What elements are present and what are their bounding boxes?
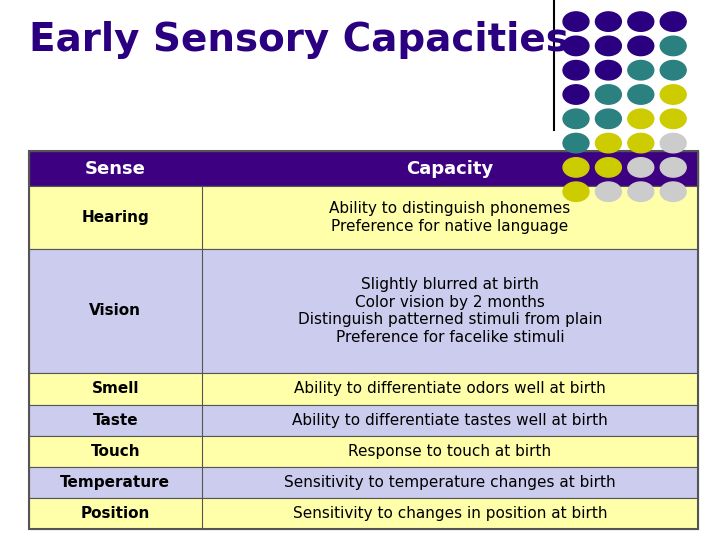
Circle shape — [660, 85, 686, 104]
Circle shape — [660, 60, 686, 80]
Circle shape — [628, 182, 654, 201]
FancyBboxPatch shape — [29, 467, 698, 498]
Circle shape — [628, 12, 654, 31]
Circle shape — [595, 133, 621, 153]
Circle shape — [660, 36, 686, 56]
Text: Early Sensory Capacities: Early Sensory Capacities — [29, 22, 569, 59]
FancyBboxPatch shape — [29, 248, 698, 373]
FancyBboxPatch shape — [29, 186, 698, 248]
Circle shape — [595, 182, 621, 201]
Circle shape — [660, 133, 686, 153]
Circle shape — [628, 60, 654, 80]
Circle shape — [563, 36, 589, 56]
Circle shape — [660, 158, 686, 177]
Text: Taste: Taste — [92, 413, 138, 428]
Text: Ability to distinguish phonemes
Preference for native language: Ability to distinguish phonemes Preferen… — [329, 201, 571, 234]
Circle shape — [595, 109, 621, 129]
Circle shape — [563, 109, 589, 129]
Circle shape — [595, 36, 621, 56]
Circle shape — [628, 109, 654, 129]
FancyBboxPatch shape — [29, 436, 698, 467]
Circle shape — [595, 158, 621, 177]
Circle shape — [628, 85, 654, 104]
Circle shape — [563, 182, 589, 201]
Text: Slightly blurred at birth
Color vision by 2 months
Distinguish patterned stimuli: Slightly blurred at birth Color vision b… — [298, 278, 602, 345]
FancyBboxPatch shape — [29, 404, 698, 436]
Circle shape — [563, 85, 589, 104]
Text: Smell: Smell — [91, 381, 139, 396]
Circle shape — [628, 36, 654, 56]
Circle shape — [628, 133, 654, 153]
Text: Hearing: Hearing — [81, 210, 149, 225]
FancyBboxPatch shape — [29, 498, 698, 529]
Text: Sensitivity to changes in position at birth: Sensitivity to changes in position at bi… — [293, 506, 607, 521]
Circle shape — [563, 158, 589, 177]
Text: Response to touch at birth: Response to touch at birth — [348, 444, 552, 459]
Text: Position: Position — [81, 506, 150, 521]
Circle shape — [660, 182, 686, 201]
Text: Vision: Vision — [89, 303, 141, 319]
Text: Temperature: Temperature — [60, 475, 170, 490]
Circle shape — [563, 133, 589, 153]
Text: Touch: Touch — [91, 444, 140, 459]
Circle shape — [660, 109, 686, 129]
Circle shape — [595, 12, 621, 31]
Text: Sense: Sense — [85, 160, 145, 178]
Text: Sensitivity to temperature changes at birth: Sensitivity to temperature changes at bi… — [284, 475, 616, 490]
Circle shape — [563, 12, 589, 31]
Circle shape — [628, 158, 654, 177]
Text: Ability to differentiate tastes well at birth: Ability to differentiate tastes well at … — [292, 413, 608, 428]
Circle shape — [595, 60, 621, 80]
Text: Ability to differentiate odors well at birth: Ability to differentiate odors well at b… — [294, 381, 606, 396]
Circle shape — [595, 85, 621, 104]
FancyBboxPatch shape — [29, 373, 698, 404]
Circle shape — [660, 12, 686, 31]
Circle shape — [563, 60, 589, 80]
Text: Capacity: Capacity — [406, 160, 494, 178]
FancyBboxPatch shape — [29, 151, 698, 186]
